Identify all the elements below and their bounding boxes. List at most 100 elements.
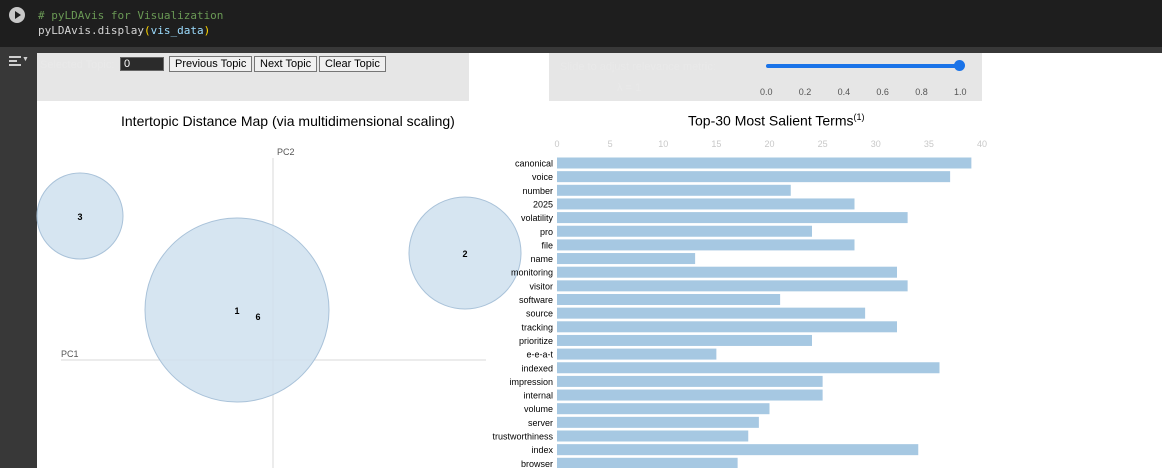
term-label[interactable]: source xyxy=(526,309,553,319)
clear-topic-button[interactable]: Clear Topic xyxy=(319,56,386,72)
code-paren-close: ) xyxy=(203,24,211,37)
output-separator xyxy=(37,47,1162,53)
term-label[interactable]: name xyxy=(530,254,553,264)
term-label[interactable]: monitoring xyxy=(511,268,553,278)
slider-tick-label: 0.4 xyxy=(837,87,851,97)
term-bar[interactable] xyxy=(557,430,749,442)
term-bar[interactable] xyxy=(557,212,908,224)
x-tick-label: 15 xyxy=(711,139,721,149)
previous-topic-button[interactable]: Previous Topic xyxy=(169,56,253,72)
salient-terms-bar-chart: 0 5 10 15 20 25 30 35 40canonicalvoicenumber2025… xyxy=(492,139,987,468)
term-bar[interactable] xyxy=(557,334,812,346)
intertopic-distance-map: PC2 PC1 1 2 3 6 xyxy=(36,147,522,468)
term-bar[interactable] xyxy=(557,307,866,319)
code-argument: vis_data xyxy=(150,24,204,37)
topic-bubble[interactable] xyxy=(408,196,522,310)
term-label[interactable]: internal xyxy=(523,391,553,401)
topic-label: 3 xyxy=(77,212,82,222)
x-tick-label: 40 xyxy=(977,139,987,149)
term-bar[interactable] xyxy=(557,416,759,428)
code-statement: pyLDAvis.display(vis_data) xyxy=(38,24,210,37)
topic-bubble[interactable] xyxy=(36,172,124,260)
term-label[interactable]: impression xyxy=(509,377,553,387)
term-label[interactable]: volume xyxy=(524,404,553,414)
topic-label: 1 xyxy=(234,306,239,316)
slider-tick-label: 0.2 xyxy=(798,87,812,97)
term-bar[interactable] xyxy=(557,198,855,210)
term-bar[interactable] xyxy=(557,444,919,456)
term-label[interactable]: canonical xyxy=(515,159,553,169)
term-bar[interactable] xyxy=(557,266,897,278)
term-label[interactable]: index xyxy=(531,445,553,455)
topic-map-title: Intertopic Distance Map (via multidimens… xyxy=(121,113,455,129)
topic-controls-panel xyxy=(37,53,469,101)
output-menu-icon[interactable]: ▼ xyxy=(9,54,29,68)
selected-topic-input[interactable]: 0 xyxy=(120,57,164,71)
x-tick-label: 30 xyxy=(871,139,881,149)
output-gutter xyxy=(0,47,37,468)
term-label[interactable]: visitor xyxy=(529,281,553,291)
x-tick-label: 10 xyxy=(658,139,668,149)
next-topic-button[interactable]: Next Topic xyxy=(254,56,318,72)
term-bar[interactable] xyxy=(557,280,908,292)
pc2-label: PC2 xyxy=(277,147,295,157)
term-label[interactable]: number xyxy=(522,186,553,196)
term-bar[interactable] xyxy=(557,294,781,305)
term-bar[interactable] xyxy=(557,184,791,196)
slider-tick-label: 0.6 xyxy=(876,87,889,97)
slider-tick-label: 0.8 xyxy=(915,87,928,97)
term-label[interactable]: 2025 xyxy=(533,199,553,209)
term-label[interactable]: prioritize xyxy=(519,336,553,346)
play-icon xyxy=(15,11,21,19)
x-tick-label: 5 xyxy=(608,139,613,149)
run-cell-button[interactable] xyxy=(9,7,25,23)
term-bar[interactable] xyxy=(557,225,812,237)
term-label[interactable]: indexed xyxy=(521,363,553,373)
topic-label: 2 xyxy=(462,249,467,259)
lambda-label: λ = 1 xyxy=(617,82,642,94)
term-bar[interactable] xyxy=(557,403,770,415)
code-paren-open: ( xyxy=(143,24,151,37)
term-label[interactable]: browser xyxy=(521,459,553,468)
term-label[interactable]: voice xyxy=(532,172,553,182)
slider-tick-label: 0.0 xyxy=(760,87,773,97)
term-bar[interactable] xyxy=(557,348,717,360)
slider-tick-label: 1.0 xyxy=(954,87,967,97)
x-tick-label: 20 xyxy=(764,139,774,149)
x-tick-label: 0 xyxy=(554,139,559,149)
term-bar[interactable] xyxy=(557,253,696,265)
code-function: pyLDAvis.display xyxy=(38,24,144,37)
bar-chart-title-sup: (1) xyxy=(853,112,865,122)
topic-label: 6 xyxy=(255,312,260,322)
slider-label: Slide to adjust relevance metric: xyxy=(560,61,716,73)
term-bar[interactable] xyxy=(557,321,897,333)
relevance-panel xyxy=(549,53,982,101)
term-bar[interactable] xyxy=(557,389,823,401)
x-tick-label: 25 xyxy=(818,139,828,149)
term-label[interactable]: pro xyxy=(540,227,553,237)
term-bar[interactable] xyxy=(557,375,823,387)
term-label[interactable]: server xyxy=(528,418,553,428)
term-bar[interactable] xyxy=(557,362,940,374)
code-comment: # pyLDAvis for Visualization xyxy=(38,9,224,22)
selected-topic-label: Selected Topic: xyxy=(40,59,115,71)
bar-chart-title: Top-30 Most Salient Terms(1) xyxy=(688,112,864,129)
relevance-slider-thumb[interactable] xyxy=(954,60,965,71)
term-bar[interactable] xyxy=(557,239,855,251)
term-label[interactable]: tracking xyxy=(521,322,553,332)
x-tick-label: 35 xyxy=(924,139,934,149)
pc1-label: PC1 xyxy=(61,349,79,359)
topic-bubble[interactable] xyxy=(144,217,330,403)
term-bar[interactable] xyxy=(557,171,951,183)
code-cell: # pyLDAvis for Visualization pyLDAvis.di… xyxy=(0,0,1162,47)
term-label[interactable]: software xyxy=(519,295,553,305)
term-label[interactable]: file xyxy=(541,240,553,250)
term-bar[interactable] xyxy=(557,457,738,468)
term-label[interactable]: volatility xyxy=(521,213,554,223)
relevance-slider-track[interactable] xyxy=(766,64,960,68)
bar-chart-title-text: Top-30 Most Salient Terms xyxy=(688,112,854,129)
term-bar[interactable] xyxy=(557,157,972,169)
term-label[interactable]: trustworthiness xyxy=(492,432,553,442)
term-label[interactable]: e-e-a-t xyxy=(526,350,553,360)
